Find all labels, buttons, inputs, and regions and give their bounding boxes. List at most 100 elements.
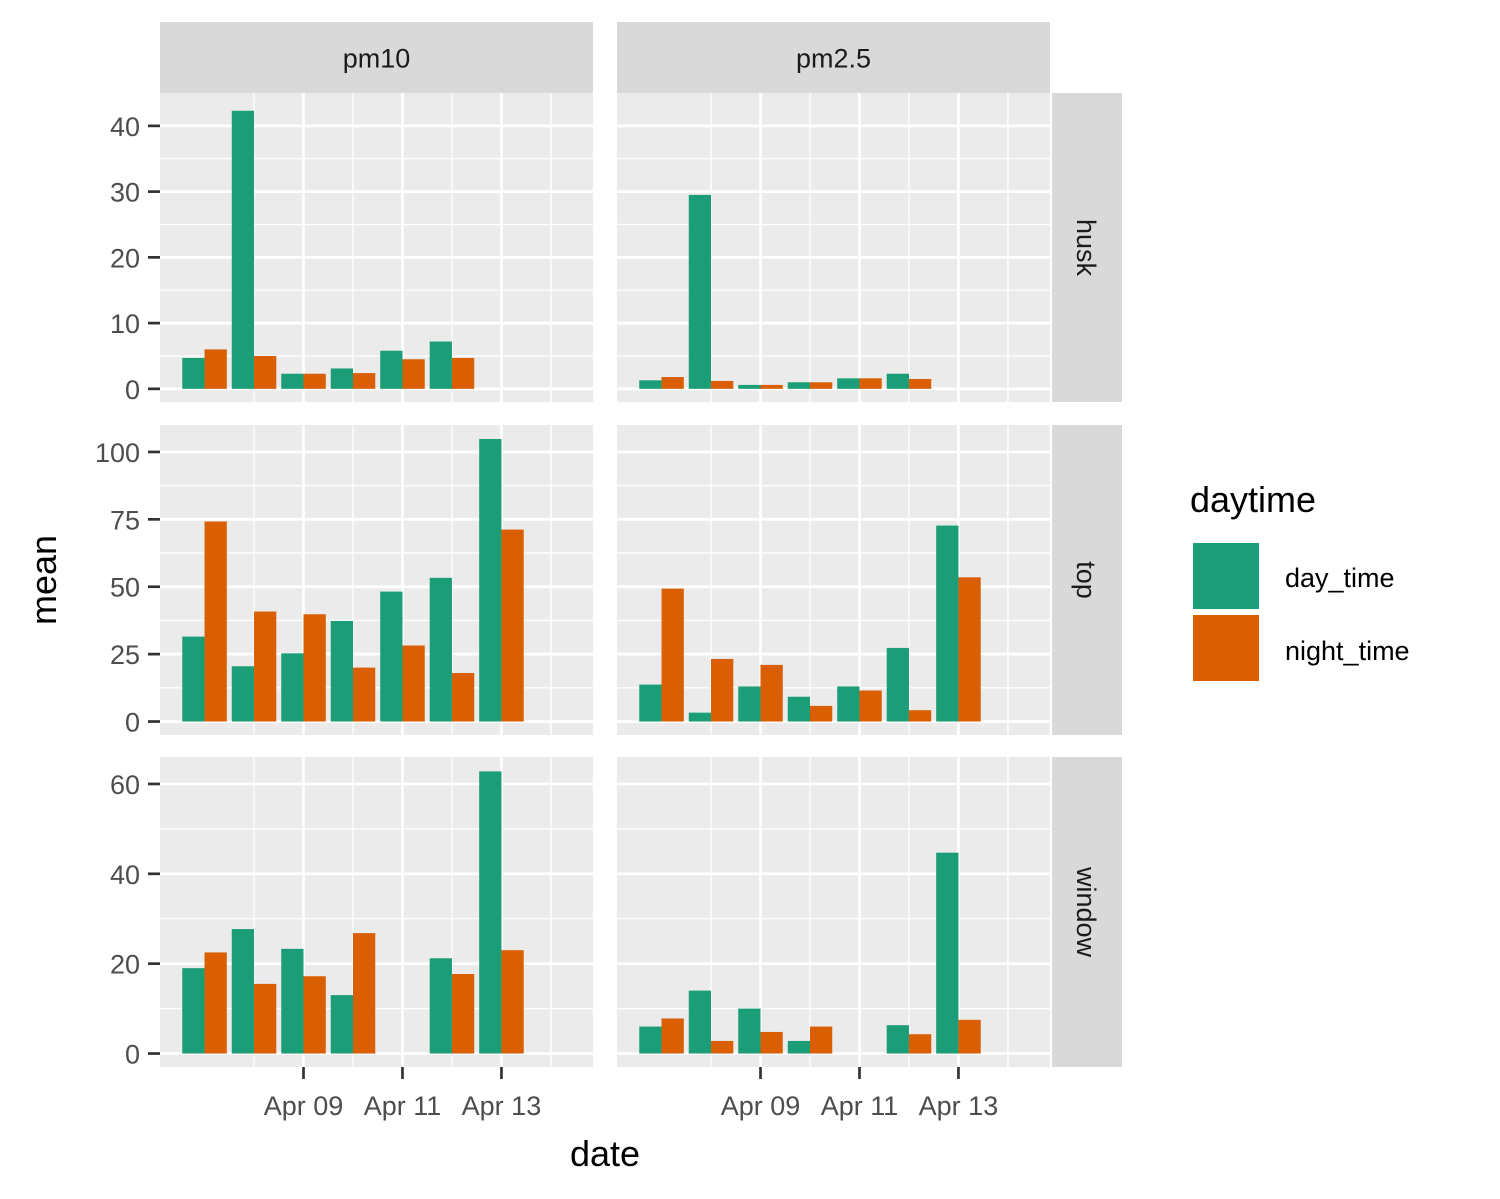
x-tick-label: Apr 09 xyxy=(264,1091,344,1121)
bar-night-time xyxy=(859,378,882,389)
strip-label-col: pm10 xyxy=(343,44,411,74)
bar-day-time xyxy=(738,686,761,722)
bar-night-time xyxy=(809,705,833,722)
y-axis-title: mean xyxy=(23,535,64,625)
bar-night-time xyxy=(661,1018,684,1054)
bar-night-time xyxy=(958,577,981,722)
bar-day-time xyxy=(330,995,353,1054)
y-tick-label: 25 xyxy=(110,640,140,670)
bar-day-time xyxy=(688,990,712,1054)
panel-top-pm2.5 xyxy=(617,425,1050,735)
bar-night-time xyxy=(303,373,326,389)
bar-day-time xyxy=(936,852,959,1054)
bar-day-time xyxy=(787,1040,810,1054)
bar-day-time xyxy=(479,439,502,722)
bar-day-time xyxy=(936,525,959,722)
bar-day-time xyxy=(281,653,304,722)
x-tick-label: Apr 13 xyxy=(462,1091,542,1121)
bar-night-time xyxy=(204,521,227,722)
strip-col-pm2.5: pm2.5 xyxy=(617,22,1050,93)
bar-night-time xyxy=(809,1026,833,1054)
strip-row-window: window xyxy=(1052,757,1122,1067)
strip-row-top: top xyxy=(1052,425,1122,735)
bar-night-time xyxy=(958,1019,981,1054)
bar-night-time xyxy=(451,974,475,1054)
bar-night-time xyxy=(402,645,425,722)
bar-day-time xyxy=(281,948,304,1054)
y-tick-label: 60 xyxy=(110,770,140,800)
x-axis-title: date xyxy=(570,1133,640,1174)
bar-day-time xyxy=(182,357,205,389)
bar-day-time xyxy=(639,380,662,389)
bar-day-time xyxy=(639,1026,662,1054)
strips-layer: husk top window pm10 pm2.5 xyxy=(160,22,1122,1067)
bar-day-time xyxy=(429,341,452,389)
strip-label-row: window xyxy=(1071,866,1101,958)
y-tick-label: 0 xyxy=(125,375,140,405)
bar-day-time xyxy=(479,771,502,1054)
y-tick-label: 50 xyxy=(110,573,140,603)
bar-day-time xyxy=(738,1008,761,1054)
strip-background xyxy=(1052,757,1122,1067)
strip-label-row: husk xyxy=(1071,219,1101,277)
bar-night-time xyxy=(501,950,524,1054)
bar-night-time xyxy=(303,976,326,1054)
y-tick-label: 20 xyxy=(110,243,140,273)
bar-night-time xyxy=(711,380,734,389)
bar-night-time xyxy=(254,355,277,389)
bar-day-time xyxy=(639,684,662,722)
bar-day-time xyxy=(281,373,304,389)
y-tick-label: 40 xyxy=(110,112,140,142)
bar-day-time xyxy=(787,696,810,722)
bar-night-time xyxy=(254,983,277,1054)
bar-day-time xyxy=(429,958,452,1054)
bar-day-time xyxy=(886,647,909,722)
bar-day-time xyxy=(182,968,205,1054)
panel-top-pm10 xyxy=(160,425,593,735)
bar-night-time xyxy=(760,1031,783,1054)
bar-night-time xyxy=(254,611,277,722)
y-tick-label: 40 xyxy=(110,860,140,890)
y-tick-label: 0 xyxy=(125,1040,140,1070)
bar-day-time xyxy=(886,1025,909,1054)
y-tick-label: 75 xyxy=(110,505,140,535)
bar-night-time xyxy=(204,349,227,389)
bar-day-time xyxy=(330,620,353,722)
panel-husk-pm10 xyxy=(160,93,593,402)
bar-night-time xyxy=(451,673,475,722)
panels-layer xyxy=(160,93,1050,1067)
legend-label-day-time: day_time xyxy=(1285,563,1395,593)
bar-night-time xyxy=(760,384,783,389)
legend-key-night-time xyxy=(1193,615,1259,681)
strip-background xyxy=(617,22,1050,93)
bar-night-time xyxy=(402,359,425,389)
legend-title: daytime xyxy=(1190,479,1316,520)
bar-day-time xyxy=(330,368,353,389)
y-tick-label: 20 xyxy=(110,950,140,980)
x-tick-label: Apr 13 xyxy=(919,1091,999,1121)
bar-night-time xyxy=(760,664,783,722)
bar-night-time xyxy=(303,614,326,722)
x-tick-label: Apr 09 xyxy=(721,1091,801,1121)
bar-day-time xyxy=(231,929,255,1054)
x-tick-label: Apr 11 xyxy=(821,1091,899,1121)
bar-night-time xyxy=(908,378,932,389)
bar-day-time xyxy=(886,373,909,389)
bar-night-time xyxy=(352,667,376,722)
strip-background xyxy=(160,22,593,93)
bar-night-time xyxy=(908,710,932,722)
legend: daytime day_time night_time xyxy=(1190,479,1410,681)
panel-husk-pm2.5 xyxy=(617,93,1050,402)
panel-window-pm10 xyxy=(160,757,593,1067)
strip-background xyxy=(1052,93,1122,402)
bar-day-time xyxy=(837,686,860,722)
bar-day-time xyxy=(837,378,860,389)
strip-row-husk: husk xyxy=(1052,93,1122,402)
bar-night-time xyxy=(809,382,833,389)
bar-night-time xyxy=(204,952,227,1054)
legend-label-night-time: night_time xyxy=(1285,636,1410,666)
strip-background xyxy=(1052,425,1122,735)
bar-night-time xyxy=(859,690,882,722)
